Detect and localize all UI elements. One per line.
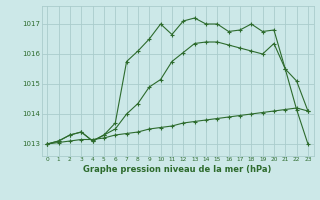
X-axis label: Graphe pression niveau de la mer (hPa): Graphe pression niveau de la mer (hPa) — [84, 165, 272, 174]
